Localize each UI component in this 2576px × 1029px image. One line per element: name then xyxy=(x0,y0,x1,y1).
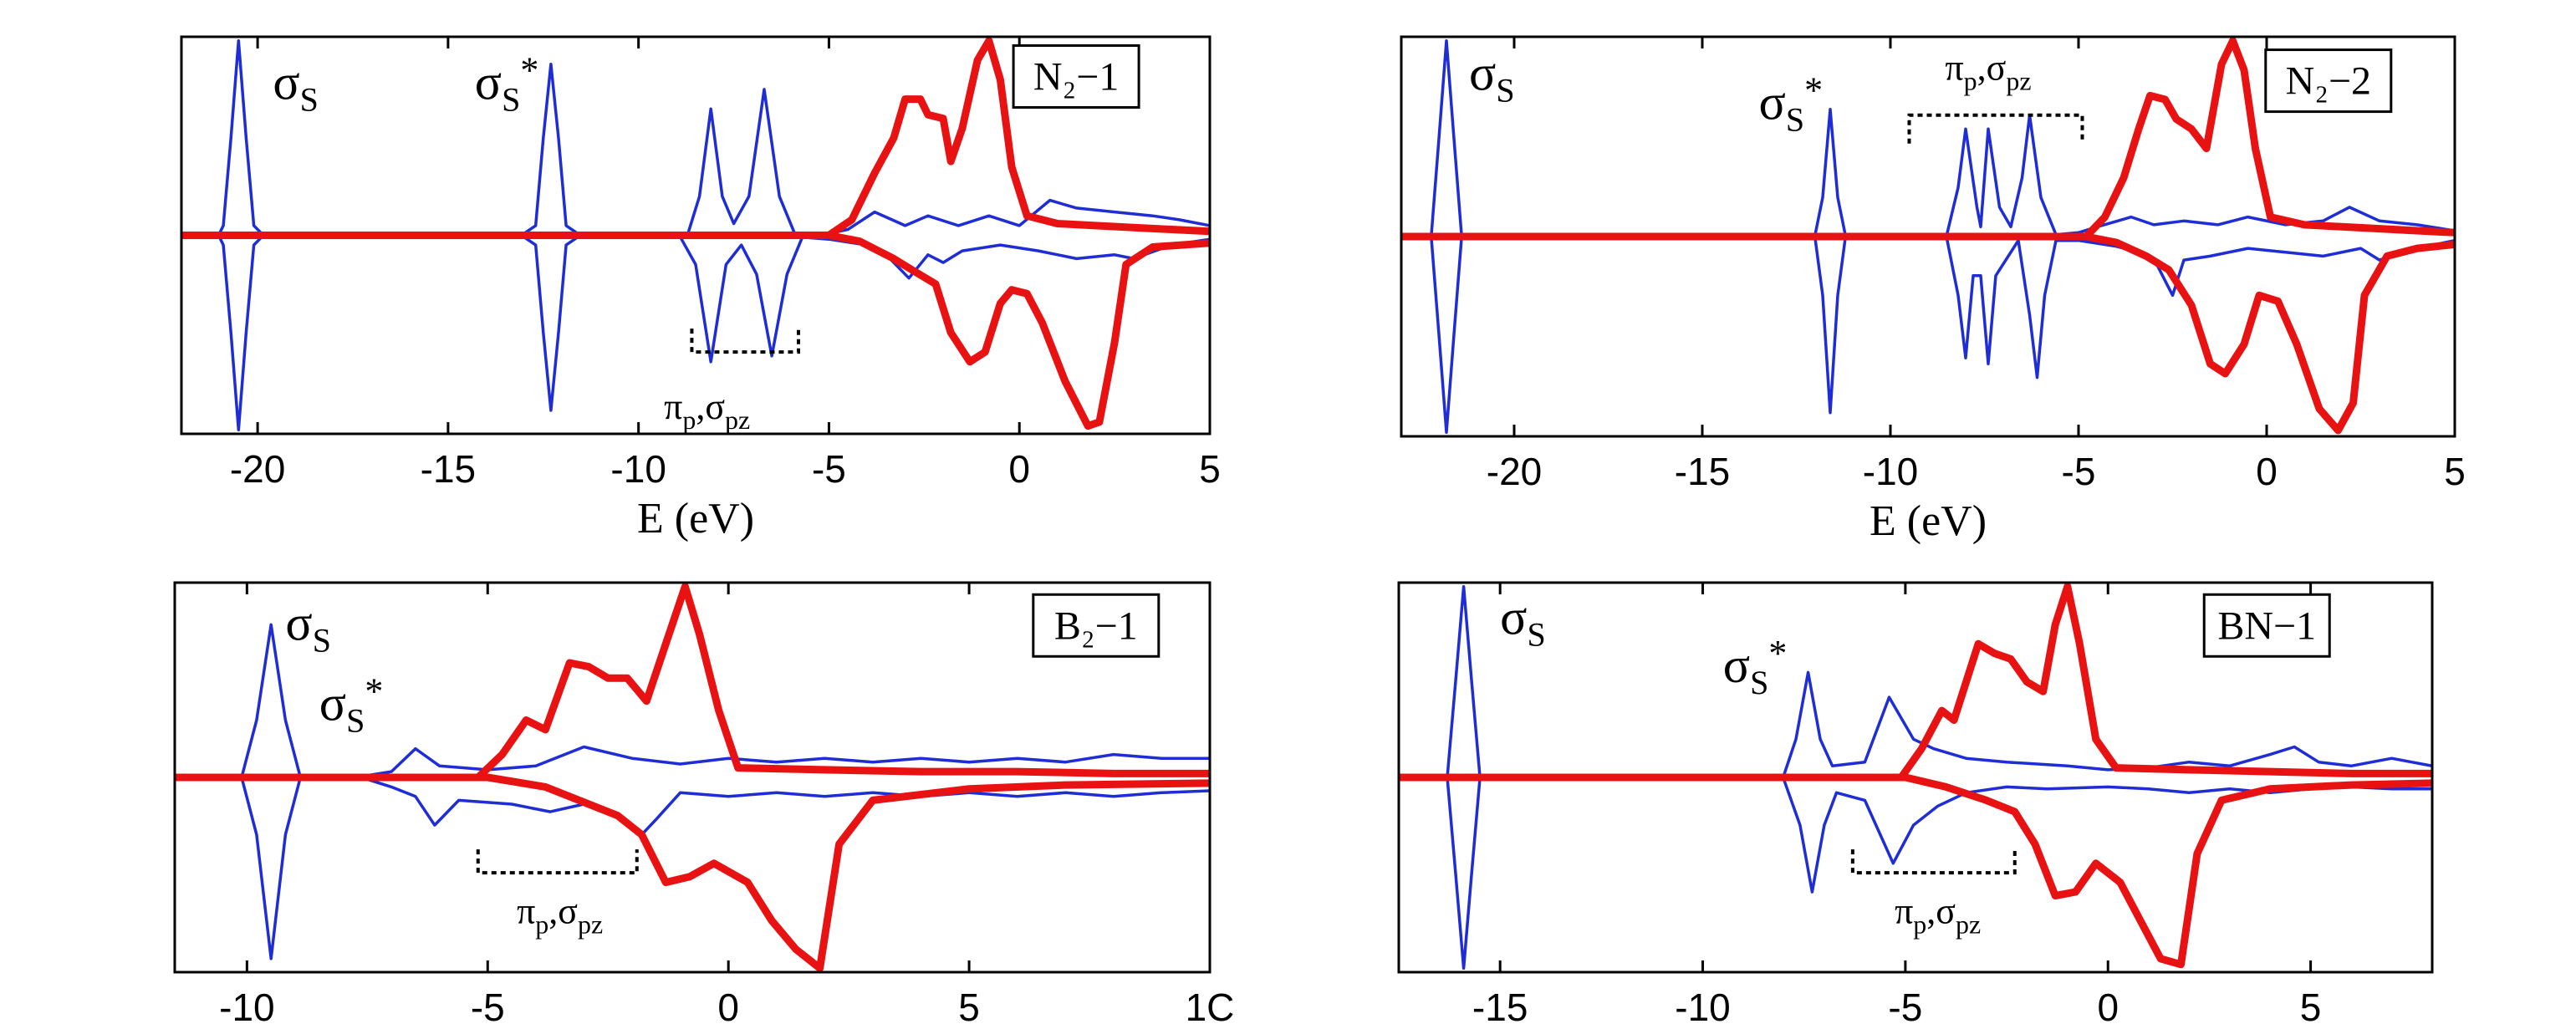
panel-label: N₂−2 xyxy=(2286,59,2371,104)
red-curve-down xyxy=(1401,232,2455,435)
x-tick-label: -5 xyxy=(1888,986,1922,1029)
red-curve-up xyxy=(175,583,1210,782)
x-tick-label: -10 xyxy=(219,986,274,1029)
panel-2: -20 -15 -10 -5 0 5 E (eV) N₂−2 σS σS* πp,σpz xyxy=(1400,35,2466,545)
sigma-s-annotation: σS xyxy=(1500,590,1546,654)
sigma-s-star-annotation: σS* xyxy=(1759,69,1824,138)
panel-label-box xyxy=(2264,48,2393,114)
x-tick-label: -15 xyxy=(1472,986,1528,1029)
panel-3: -10 -5 0 5 1C B₂−1 σS σS* πp,σpz xyxy=(173,581,1235,1029)
sigma-s-annotation: σS xyxy=(1469,45,1515,109)
pi-sigma-pz-annotation: πp,σpz xyxy=(664,386,750,435)
x-axis-label: E (eV) xyxy=(637,495,754,543)
blue-curve-down xyxy=(181,236,1210,432)
x-tick-label: -20 xyxy=(230,447,285,491)
x-tick-label: -10 xyxy=(1863,450,1918,493)
x-tick-label: 1C xyxy=(1186,986,1235,1029)
sigma-s-annotation: σS xyxy=(273,55,319,119)
x-tick-label: 0 xyxy=(2256,450,2278,493)
red-curve-down xyxy=(175,773,1210,972)
blue-curve-down xyxy=(175,777,1210,960)
pi-bracket xyxy=(1907,113,2084,144)
x-tick-label: -5 xyxy=(471,986,505,1029)
red-curve-up xyxy=(1399,583,2432,782)
plot-area xyxy=(175,583,1210,972)
x-tick-label: 5 xyxy=(2300,986,2322,1029)
plot-area xyxy=(1399,583,2432,970)
panel-label: N₂−1 xyxy=(1033,55,1119,99)
red-curve-up xyxy=(1401,37,2455,241)
panel-1: -20 -15 -10 -5 0 5 E (eV) N₂−1 σS σS* πp,σpz xyxy=(180,35,1221,543)
red-curve-up xyxy=(181,37,1210,239)
x-tick-label: -15 xyxy=(1675,450,1730,493)
x-tick-label: 5 xyxy=(2444,450,2466,493)
x-tick-label: -15 xyxy=(421,447,476,491)
axes-frame xyxy=(1400,35,2456,438)
red-curve-down xyxy=(181,232,1210,430)
axes-frame xyxy=(1397,581,2434,974)
x-tick-label: 0 xyxy=(1008,447,1030,491)
x-tick-label: 5 xyxy=(1199,447,1221,491)
x-tick-label: 0 xyxy=(717,986,739,1029)
sigma-s-annotation: σS xyxy=(285,596,331,660)
pi-sigma-pz-annotation: πp,σpz xyxy=(1895,890,1981,939)
axes-frame xyxy=(180,35,1211,436)
x-tick-label: -5 xyxy=(812,447,846,491)
red-curve-down xyxy=(1399,773,2432,969)
x-tick-label: -10 xyxy=(610,447,666,491)
panel-4: -15 -10 -5 0 5 BN−1 σS σS* πp,σpz xyxy=(1397,581,2434,1029)
x-tick-label: 5 xyxy=(958,986,980,1029)
panel-label-box xyxy=(2202,593,2331,658)
axes-frame xyxy=(173,581,1211,974)
blue-curve-up xyxy=(181,39,1210,235)
sigma-s-star-annotation: σS* xyxy=(475,50,539,119)
sigma-s-star-annotation: σS* xyxy=(1723,633,1788,701)
blue-curve-up xyxy=(175,623,1210,777)
sigma-s-star-annotation: σS* xyxy=(319,670,384,739)
pi-sigma-pz-annotation: πp,σpz xyxy=(517,890,603,939)
x-axis-label: E (eV) xyxy=(1870,497,1987,545)
panel-label: B₂−1 xyxy=(1054,604,1138,648)
x-tick-label: -5 xyxy=(2062,450,2096,493)
pi-sigma-pz-annotation: πp,σpz xyxy=(1945,48,2031,96)
panel-label: BN−1 xyxy=(2217,604,2316,648)
pi-bracket xyxy=(1850,849,2017,875)
x-tick-label: -10 xyxy=(1675,986,1730,1029)
panel-label-box xyxy=(1032,593,1160,658)
plot-area xyxy=(1401,37,2455,435)
pi-bracket xyxy=(690,329,800,354)
panel-label-box xyxy=(1012,44,1140,109)
x-tick-label: -20 xyxy=(1487,450,1542,493)
pi-bracket xyxy=(476,849,639,875)
plot-area xyxy=(181,37,1210,432)
x-tick-label: 0 xyxy=(2097,986,2119,1029)
